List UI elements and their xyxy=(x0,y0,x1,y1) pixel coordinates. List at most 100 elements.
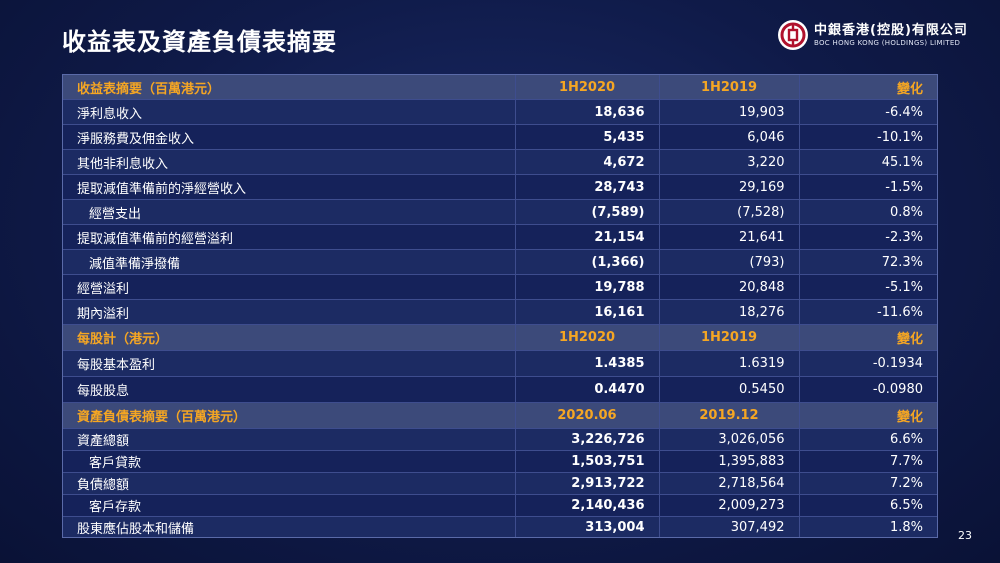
balance-header-col3: 變化 xyxy=(799,402,937,429)
row-label: 資產總額 xyxy=(63,428,516,451)
row-value-current: 1,503,751 xyxy=(515,450,660,473)
table-row: 負債總額 2,913,722 2,718,564 7.2% xyxy=(63,472,937,495)
row-change: 1.8% xyxy=(799,516,937,537)
summary-table: 收益表摘要（百萬港元） 1H2020 1H2019 變化 淨利息收入 18,63… xyxy=(63,75,937,537)
row-change: 7.7% xyxy=(799,450,937,473)
logo-chinese-name: 中銀香港(控股)有限公司 xyxy=(814,22,968,38)
row-change: -5.1% xyxy=(799,274,937,300)
row-value-current: 19,788 xyxy=(515,274,660,300)
table-row: 其他非利息收入 4,672 3,220 45.1% xyxy=(63,149,937,175)
balance-header-row: 資產負債表摘要（百萬港元） 2020.06 2019.12 變化 xyxy=(63,402,937,429)
row-label: 其他非利息收入 xyxy=(63,149,516,175)
balance-header-col1: 2020.06 xyxy=(515,402,660,429)
row-change: -11.6% xyxy=(799,299,937,325)
row-value-current: 313,004 xyxy=(515,516,660,537)
row-label: 客戶貸款 xyxy=(63,450,516,473)
row-change: -0.0980 xyxy=(799,376,937,403)
row-value-current: 3,226,726 xyxy=(515,428,660,451)
row-value-prior: 307,492 xyxy=(659,516,800,537)
income-header-col1: 1H2020 xyxy=(515,75,660,100)
table-row: 股東應佔股本和儲備 313,004 307,492 1.8% xyxy=(63,516,937,537)
row-value-prior: 1,395,883 xyxy=(659,450,800,473)
page-number: 23 xyxy=(958,529,972,542)
per-share-header-col2: 1H2019 xyxy=(659,324,800,351)
row-value-prior: 1.6319 xyxy=(659,350,800,377)
per-share-header-col3: 變化 xyxy=(799,324,937,351)
row-value-prior: 6,046 xyxy=(659,124,800,150)
row-value-prior: 3,220 xyxy=(659,149,800,175)
row-label: 提取減值準備前的淨經營收入 xyxy=(63,174,516,200)
per-share-header-label: 每股計（港元） xyxy=(63,324,516,351)
summary-table-panel: 收益表摘要（百萬港元） 1H2020 1H2019 變化 淨利息收入 18,63… xyxy=(62,74,938,538)
row-label: 提取減值準備前的經營溢利 xyxy=(63,224,516,250)
row-value-current: 2,913,722 xyxy=(515,472,660,495)
row-value-prior: 18,276 xyxy=(659,299,800,325)
row-change: 0.8% xyxy=(799,199,937,225)
row-value-prior: (793) xyxy=(659,249,800,275)
row-value-current: 28,743 xyxy=(515,174,660,200)
income-header-col3: 變化 xyxy=(799,75,937,100)
row-change: -2.3% xyxy=(799,224,937,250)
row-change: -6.4% xyxy=(799,99,937,125)
row-value-current: 18,636 xyxy=(515,99,660,125)
row-value-prior: 2,009,273 xyxy=(659,494,800,517)
row-value-prior: (7,528) xyxy=(659,199,800,225)
row-label: 淨利息收入 xyxy=(63,99,516,125)
row-label: 淨服務費及佣金收入 xyxy=(63,124,516,150)
per-share-header-col1: 1H2020 xyxy=(515,324,660,351)
table-row: 每股股息 0.4470 0.5450 -0.0980 xyxy=(63,376,937,403)
row-value-current: 16,161 xyxy=(515,299,660,325)
row-change: 72.3% xyxy=(799,249,937,275)
table-row: 資產總額 3,226,726 3,026,056 6.6% xyxy=(63,428,937,451)
row-value-current: 1.4385 xyxy=(515,350,660,377)
row-label: 經營溢利 xyxy=(63,274,516,300)
table-row: 期內溢利 16,161 18,276 -11.6% xyxy=(63,299,937,325)
balance-header-col2: 2019.12 xyxy=(659,402,800,429)
table-row: 客戶貸款 1,503,751 1,395,883 7.7% xyxy=(63,450,937,473)
per-share-header-row: 每股計（港元） 1H2020 1H2019 變化 xyxy=(63,324,937,351)
row-value-prior: 20,848 xyxy=(659,274,800,300)
row-value-current: 21,154 xyxy=(515,224,660,250)
row-value-current: 4,672 xyxy=(515,149,660,175)
row-value-prior: 3,026,056 xyxy=(659,428,800,451)
row-value-current: 0.4470 xyxy=(515,376,660,403)
income-header-row: 收益表摘要（百萬港元） 1H2020 1H2019 變化 xyxy=(63,75,937,100)
row-value-prior: 19,903 xyxy=(659,99,800,125)
row-label: 每股基本盈利 xyxy=(63,350,516,377)
income-header-col2: 1H2019 xyxy=(659,75,800,100)
row-value-current: (1,366) xyxy=(515,249,660,275)
row-value-current: 5,435 xyxy=(515,124,660,150)
row-change: 45.1% xyxy=(799,149,937,175)
row-change: -0.1934 xyxy=(799,350,937,377)
table-row: 提取減值準備前的經營溢利 21,154 21,641 -2.3% xyxy=(63,224,937,250)
row-label: 負債總額 xyxy=(63,472,516,495)
row-label: 股東應佔股本和儲備 xyxy=(63,516,516,537)
row-value-prior: 29,169 xyxy=(659,174,800,200)
row-change: 7.2% xyxy=(799,472,937,495)
row-label: 期內溢利 xyxy=(63,299,516,325)
bank-logo-icon xyxy=(778,20,808,50)
row-label: 經營支出 xyxy=(63,199,516,225)
row-value-current: (7,589) xyxy=(515,199,660,225)
row-change: 6.6% xyxy=(799,428,937,451)
company-logo: 中銀香港(控股)有限公司 BOC HONG KONG (HOLDINGS) LI… xyxy=(778,18,988,52)
row-change: -1.5% xyxy=(799,174,937,200)
table-row: 經營支出 (7,589) (7,528) 0.8% xyxy=(63,199,937,225)
row-value-current: 2,140,436 xyxy=(515,494,660,517)
row-change: 6.5% xyxy=(799,494,937,517)
table-row: 淨服務費及佣金收入 5,435 6,046 -10.1% xyxy=(63,124,937,150)
row-value-prior: 2,718,564 xyxy=(659,472,800,495)
page-title: 收益表及資產負債表摘要 xyxy=(62,28,337,56)
row-label: 每股股息 xyxy=(63,376,516,403)
table-row: 減值準備淨撥備 (1,366) (793) 72.3% xyxy=(63,249,937,275)
row-value-prior: 0.5450 xyxy=(659,376,800,403)
income-header-label: 收益表摘要（百萬港元） xyxy=(63,75,516,100)
table-row: 淨利息收入 18,636 19,903 -6.4% xyxy=(63,99,937,125)
table-row: 客戶存款 2,140,436 2,009,273 6.5% xyxy=(63,494,937,517)
row-label: 減值準備淨撥備 xyxy=(63,249,516,275)
table-row: 提取減值準備前的淨經營收入 28,743 29,169 -1.5% xyxy=(63,174,937,200)
logo-english-name: BOC HONG KONG (HOLDINGS) LIMITED xyxy=(814,38,961,47)
row-value-prior: 21,641 xyxy=(659,224,800,250)
balance-header-label: 資產負債表摘要（百萬港元） xyxy=(63,402,516,429)
row-label: 客戶存款 xyxy=(63,494,516,517)
